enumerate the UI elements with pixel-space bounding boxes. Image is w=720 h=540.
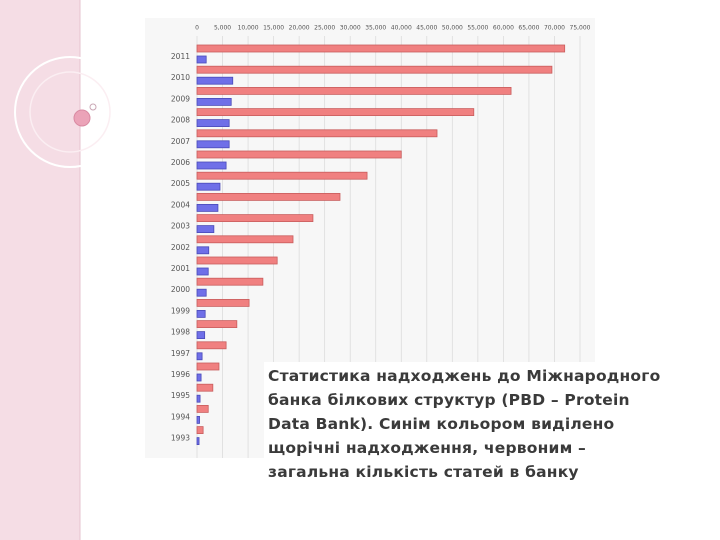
- y-tick-label: 2007: [171, 137, 190, 146]
- x-tick-label: 15,000: [263, 25, 284, 32]
- bar: [196, 246, 210, 255]
- x-tick-label: 5,000: [214, 25, 231, 32]
- y-tick-label: 1997: [171, 349, 190, 358]
- x-tick-label: 20,000: [289, 25, 310, 32]
- y-tick-label: 2004: [171, 200, 190, 209]
- y-tick-label: 1999: [171, 306, 190, 315]
- y-tick-label: 2011: [171, 52, 190, 61]
- bar: [196, 267, 209, 276]
- bar: [196, 256, 278, 265]
- x-tick-label: 25,000: [314, 25, 335, 32]
- y-tick-label: 1995: [171, 391, 190, 400]
- bar: [196, 362, 220, 371]
- bar: [196, 44, 566, 53]
- bar: [196, 192, 341, 201]
- x-tick-label: 10,000: [238, 25, 259, 32]
- x-tick-label: 75,000: [570, 25, 591, 32]
- bar: [196, 203, 219, 212]
- x-tick-label: 55,000: [467, 25, 488, 32]
- bar: [196, 65, 553, 74]
- bar: [196, 352, 203, 361]
- y-tick-label: 2009: [171, 94, 190, 103]
- x-tick-label: 0: [195, 25, 199, 32]
- y-tick-label: 2002: [171, 243, 190, 252]
- bar: [196, 426, 204, 435]
- y-tick-label: 2005: [171, 179, 190, 188]
- bar: [196, 235, 294, 244]
- y-tick-label: 2010: [171, 73, 190, 82]
- bar: [196, 161, 227, 170]
- bar: [196, 87, 512, 95]
- bar: [196, 373, 202, 382]
- bar: [196, 383, 214, 392]
- bar: [196, 119, 230, 127]
- decor-ball: [73, 109, 91, 127]
- bar: [196, 415, 200, 424]
- bar: [196, 309, 206, 318]
- y-tick-label: 2000: [171, 285, 190, 294]
- bar: [196, 404, 209, 413]
- bar: [196, 214, 314, 223]
- x-tick-label: 50,000: [442, 25, 463, 32]
- bar: [196, 140, 230, 149]
- x-tick-label: 70,000: [544, 25, 565, 32]
- y-tick-label: 1994: [171, 412, 190, 421]
- y-tick-label: 1998: [171, 328, 190, 337]
- y-tick-label: 1993: [171, 434, 190, 443]
- decor-circle: [29, 71, 111, 153]
- y-tick-label: 2003: [171, 222, 190, 231]
- bar: [196, 277, 264, 286]
- bar: [196, 171, 368, 180]
- caption: Статистика надходжень до Міжнародного ба…: [264, 362, 672, 486]
- bar: [196, 182, 221, 191]
- decor-circle: [14, 56, 126, 168]
- y-tick-label: 1996: [171, 370, 190, 379]
- x-tick-label: 40,000: [391, 25, 412, 32]
- bar: [196, 76, 234, 85]
- bar: [196, 320, 238, 329]
- x-tick-label: 45,000: [416, 25, 437, 32]
- bar: [196, 437, 200, 446]
- bar: [196, 108, 475, 116]
- x-tick-label: 60,000: [493, 25, 514, 32]
- x-tick-label: 35,000: [365, 25, 386, 32]
- x-tick-label: 65,000: [518, 25, 539, 32]
- bar: [196, 150, 402, 159]
- bar: [196, 394, 201, 403]
- x-tick-label: 30,000: [340, 25, 361, 32]
- bar: [196, 341, 227, 350]
- bar: [196, 225, 215, 234]
- y-tick-label: 2008: [171, 116, 190, 125]
- y-tick-label: 2001: [171, 264, 190, 273]
- bar: [196, 298, 250, 307]
- bar: [196, 98, 232, 106]
- y-tick-label: 2006: [171, 158, 190, 167]
- side-strip: [0, 0, 80, 540]
- bar: [196, 331, 206, 340]
- bar: [196, 129, 438, 138]
- bar: [196, 55, 207, 64]
- bar: [196, 288, 207, 297]
- decor-dot: [89, 103, 97, 111]
